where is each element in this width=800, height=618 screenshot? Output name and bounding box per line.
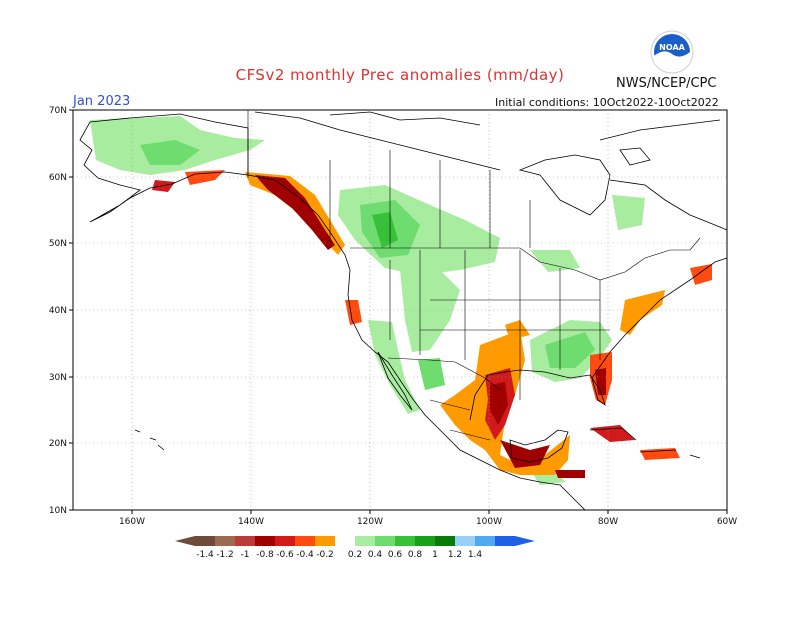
colorbar-swatch [195, 536, 215, 546]
gridlines [73, 110, 727, 510]
colorbar-label: 1 [432, 550, 438, 560]
colorbar-label: 0.2 [348, 550, 362, 560]
colorbar-label: 1.2 [448, 550, 462, 560]
colorbar-low-arrow [175, 536, 195, 546]
lat-label: 40N [49, 306, 67, 316]
colorbar-swatch [375, 536, 395, 546]
colorbar-swatch [315, 536, 335, 546]
coastlines [79, 111, 728, 511]
lat-label: 10N [49, 506, 67, 516]
colorbar-swatch [455, 536, 475, 546]
colorbar-swatch [235, 536, 255, 546]
colorbar-label: -0.6 [276, 550, 294, 560]
axis-ticks [69, 109, 728, 514]
colorbar-swatch [435, 536, 455, 546]
political-borders [247, 110, 701, 441]
colorbar-label: 1.4 [468, 550, 483, 560]
anomaly-fields [90, 116, 712, 485]
lon-label: 100W [476, 517, 502, 527]
colorbar-swatch [495, 536, 515, 546]
lon-label: 60W [717, 517, 737, 527]
colorbar-label: -1.2 [216, 550, 234, 560]
lon-label: 120W [357, 517, 383, 527]
lon-label: 80W [598, 517, 618, 527]
colorbar-swatch [295, 536, 315, 546]
lat-label: 30N [49, 373, 67, 383]
lat-label: 20N [49, 439, 67, 449]
colorbar: -1.4 -1.2 -1 -0.8 -0.6 -0.4 -0.2 0.2 0.4 0.6 0.8 1 1… [175, 536, 535, 560]
forecast-month: Jan 2023 [73, 94, 131, 109]
lat-label: 50N [49, 239, 67, 249]
logo-text: NOAA [659, 43, 685, 52]
colorbar-swatch [355, 536, 375, 546]
colorbar-label: 0.4 [368, 550, 383, 560]
colorbar-label: -1.4 [196, 550, 214, 560]
lat-label: 60N [49, 173, 67, 183]
colorbar-label: -0.2 [316, 550, 334, 560]
colorbar-swatch [395, 536, 415, 546]
colorbar-swatch [415, 536, 435, 546]
agency-label: NWS/NCEP/CPC [616, 76, 717, 91]
noaa-logo: NOAA [650, 30, 694, 74]
latitude-labels: 70N 60N 50N 40N 30N 20N 10N [49, 106, 67, 516]
map-title: CFSv2 monthly Prec anomalies (mm/day) [235, 66, 565, 84]
colorbar-label: 0.6 [388, 550, 403, 560]
colorbar-swatch [335, 536, 355, 546]
lon-label: 140W [238, 517, 264, 527]
colorbar-swatch [255, 536, 275, 546]
colorbar-swatch [275, 536, 295, 546]
longitude-labels: 160W 140W 120W 100W 80W 60W [119, 517, 737, 527]
colorbar-label: 0.8 [408, 550, 423, 560]
colorbar-high-arrow [515, 536, 535, 546]
colorbar-label: -1 [241, 550, 250, 560]
lon-label: 160W [119, 517, 145, 527]
colorbar-swatch [215, 536, 235, 546]
initial-conditions: Initial conditions: 10Oct2022-10Oct2022 [495, 96, 719, 109]
colorbar-label: -0.8 [256, 550, 274, 560]
colorbar-label: -0.4 [296, 550, 314, 560]
colorbar-swatch [475, 536, 495, 546]
lat-label: 70N [49, 106, 67, 116]
